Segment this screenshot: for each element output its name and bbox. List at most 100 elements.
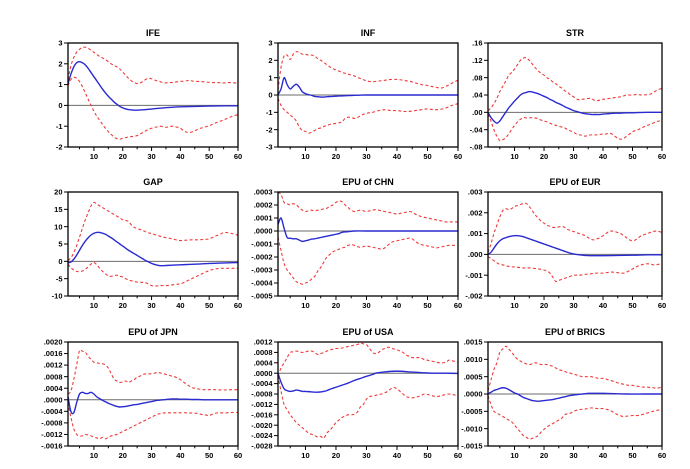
- y-tick-label: -.08: [470, 143, 483, 152]
- y-tick-label: -10: [52, 292, 63, 301]
- y-tick-label: 1: [58, 80, 62, 89]
- chart-panel-epu-of-brics: 10 20 30 40 50 60 .0015 .0010 .0005 .0000 -.0005 -.…: [461, 338, 666, 460]
- y-tick-label: .0008: [44, 372, 63, 381]
- upper-confidence-band: [277, 51, 459, 90]
- plot-box: [277, 341, 459, 447]
- x-tick-label: 30: [569, 451, 577, 460]
- y-tick-label: .0008: [254, 348, 273, 357]
- panel-title-gap: GAP: [143, 177, 163, 187]
- panel-title-str: STR: [566, 28, 584, 38]
- x-tick-label: 20: [332, 152, 340, 161]
- x-tick-label: 60: [234, 152, 242, 161]
- x-tick-label: 10: [301, 301, 309, 310]
- x-tick-label: 50: [205, 301, 213, 310]
- x-tick-label: 10: [510, 451, 518, 460]
- y-tick-label: .0010: [464, 355, 483, 364]
- y-tick-label: 0: [268, 91, 272, 100]
- lower-confidence-band: [277, 98, 459, 134]
- y-tick-label: .000: [468, 250, 483, 259]
- panel-title-inf: INF: [360, 28, 376, 38]
- lower-confidence-band: [487, 395, 663, 440]
- y-tick-label: -.0008: [251, 390, 272, 399]
- x-tick-label: 60: [234, 301, 242, 310]
- x-tick-label: 30: [362, 301, 370, 310]
- x-tick-label: 60: [454, 152, 462, 161]
- y-tick-label: 5: [58, 240, 62, 249]
- x-tick-label: 50: [628, 451, 636, 460]
- x-tick-label: 50: [205, 451, 213, 460]
- y-tick-label: -.0004: [251, 379, 273, 388]
- y-tick-label: .0012: [254, 338, 273, 347]
- x-tick-label: 50: [628, 301, 636, 310]
- panel-title-epu-brics: EPU of BRICS: [544, 327, 605, 337]
- y-tick-label: .0004: [44, 384, 64, 393]
- impulse-response-line: [487, 90, 663, 124]
- y-tick-label: -2: [56, 143, 63, 152]
- x-tick-label: 40: [599, 451, 607, 460]
- y-tick-label: -.0004: [41, 407, 63, 416]
- y-tick-label: .04: [472, 91, 483, 100]
- lower-confidence-band: [277, 375, 459, 439]
- x-tick-label: 40: [393, 301, 401, 310]
- y-tick-label: .12: [472, 56, 482, 65]
- x-tick-label: 30: [147, 152, 155, 161]
- y-tick-label: 3: [58, 39, 62, 48]
- y-tick-label: 3: [268, 39, 272, 48]
- y-tick-label: .0012: [44, 361, 63, 370]
- plot-box: [67, 191, 239, 297]
- upper-confidence-band: [277, 191, 458, 223]
- lower-confidence-band: [277, 237, 458, 285]
- upper-confidence-band: [487, 345, 663, 391]
- plot-box: [67, 42, 239, 148]
- upper-confidence-band: [487, 202, 663, 253]
- impulse-response-line: [277, 76, 458, 98]
- panel-title-epu-chn: EPU of CHN: [342, 177, 394, 187]
- y-tick-label: -1: [56, 122, 63, 131]
- upper-confidence-band: [487, 57, 663, 112]
- x-tick-label: 20: [119, 152, 127, 161]
- y-tick-label: -.0004: [251, 279, 273, 288]
- y-tick-label: .0000: [44, 395, 63, 404]
- x-tick-label: 20: [119, 301, 127, 310]
- x-tick-label: 30: [147, 451, 155, 460]
- chart-panel-epu-of-jpn: 10 20 30 40 50 60 .0020 .0016 .0012 .0008 .0004 .00…: [41, 338, 242, 460]
- y-tick-label: .0000: [464, 390, 483, 399]
- y-tick-label: .0015: [464, 338, 483, 347]
- y-tick-label: -.001: [465, 271, 482, 280]
- y-tick-label: 1: [268, 73, 272, 82]
- chart-panel-epu-of-usa: 10 20 30 40 50 60 .0012.0008.0004 .0000-.0004 -.…: [251, 338, 462, 460]
- x-tick-label: 50: [423, 301, 431, 310]
- y-tick-label: -.0016: [251, 410, 272, 419]
- x-tick-label: 20: [540, 451, 548, 460]
- x-tick-label: 20: [332, 451, 340, 460]
- lower-confidence-band: [67, 261, 238, 287]
- y-tick-label: -.0008: [41, 418, 62, 427]
- lower-confidence-band: [487, 113, 663, 142]
- impulse-response-line: [277, 217, 458, 243]
- impulse-response-line: [67, 231, 239, 267]
- plot-box: [277, 191, 459, 297]
- x-tick-label: 30: [147, 301, 155, 310]
- lower-confidence-band: [487, 256, 663, 283]
- chart-panel-epu-of-chn: 10 20 30 40 50 60 .0003 .0002 .0001 .0000 -.0001 -.…: [251, 188, 462, 310]
- y-tick-label: .16: [472, 39, 482, 48]
- x-tick-label: 30: [569, 301, 577, 310]
- impulse-response-line: [67, 391, 238, 415]
- y-tick-label: -.0002: [251, 253, 272, 262]
- y-tick-label: .0002: [254, 201, 273, 210]
- impulse-response-line: [67, 61, 239, 111]
- y-tick-label: .0020: [44, 338, 63, 347]
- x-tick-label: 40: [393, 152, 401, 161]
- x-tick-label: 40: [176, 152, 184, 161]
- x-tick-label: 10: [90, 451, 98, 460]
- x-tick-label: 50: [628, 152, 636, 161]
- y-tick-label: -.0005: [251, 292, 272, 301]
- y-tick-label: 0: [58, 257, 62, 266]
- upper-confidence-band: [67, 201, 239, 261]
- x-tick-label: 30: [362, 451, 370, 460]
- x-tick-label: 40: [599, 301, 607, 310]
- x-tick-label: 20: [540, 301, 548, 310]
- upper-confidence-band: [67, 349, 239, 395]
